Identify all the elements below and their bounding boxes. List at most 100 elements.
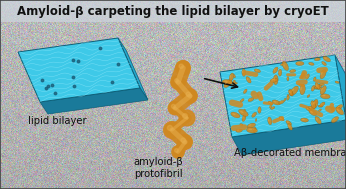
Ellipse shape — [254, 69, 261, 73]
Ellipse shape — [278, 69, 282, 76]
Ellipse shape — [244, 109, 245, 112]
Ellipse shape — [309, 62, 314, 65]
Ellipse shape — [306, 74, 309, 79]
Ellipse shape — [287, 94, 289, 98]
Ellipse shape — [291, 88, 294, 91]
Ellipse shape — [291, 70, 293, 71]
Ellipse shape — [307, 95, 310, 98]
Ellipse shape — [231, 112, 240, 118]
Ellipse shape — [282, 61, 289, 70]
Ellipse shape — [316, 118, 318, 121]
Ellipse shape — [312, 87, 313, 89]
Ellipse shape — [287, 122, 289, 123]
Ellipse shape — [286, 95, 290, 100]
Ellipse shape — [270, 105, 272, 108]
Ellipse shape — [337, 109, 339, 112]
Ellipse shape — [291, 86, 298, 95]
Ellipse shape — [255, 70, 257, 71]
Ellipse shape — [274, 77, 275, 81]
Ellipse shape — [289, 91, 290, 93]
Ellipse shape — [321, 72, 322, 75]
Ellipse shape — [306, 107, 311, 111]
Circle shape — [172, 76, 184, 88]
Ellipse shape — [322, 61, 326, 66]
Ellipse shape — [320, 102, 325, 107]
Text: lipid bilayer: lipid bilayer — [28, 116, 86, 126]
Ellipse shape — [336, 81, 337, 82]
Ellipse shape — [321, 103, 322, 105]
Ellipse shape — [271, 107, 273, 108]
Ellipse shape — [314, 87, 319, 89]
Text: Aβ-decorated membrane: Aβ-decorated membrane — [234, 148, 346, 158]
Ellipse shape — [311, 103, 313, 105]
Polygon shape — [232, 120, 346, 155]
Ellipse shape — [306, 75, 307, 77]
Ellipse shape — [313, 78, 315, 80]
Ellipse shape — [310, 111, 313, 113]
Ellipse shape — [323, 56, 330, 62]
Ellipse shape — [313, 99, 318, 108]
Ellipse shape — [288, 124, 292, 130]
Ellipse shape — [313, 77, 316, 81]
Ellipse shape — [318, 105, 322, 107]
Ellipse shape — [240, 124, 243, 125]
Ellipse shape — [230, 75, 231, 78]
Ellipse shape — [240, 99, 244, 102]
Ellipse shape — [337, 106, 339, 108]
Ellipse shape — [246, 127, 257, 133]
Ellipse shape — [281, 64, 282, 65]
Ellipse shape — [258, 108, 259, 111]
Polygon shape — [40, 88, 148, 114]
Ellipse shape — [270, 78, 277, 82]
Ellipse shape — [224, 81, 228, 82]
Ellipse shape — [287, 77, 289, 81]
Ellipse shape — [319, 105, 320, 106]
Ellipse shape — [316, 86, 318, 87]
Ellipse shape — [225, 81, 228, 84]
Ellipse shape — [252, 112, 256, 117]
Ellipse shape — [336, 107, 344, 115]
Circle shape — [181, 138, 185, 142]
Ellipse shape — [281, 64, 284, 66]
Ellipse shape — [315, 58, 320, 61]
Ellipse shape — [313, 102, 315, 104]
Ellipse shape — [268, 117, 272, 125]
Ellipse shape — [319, 83, 324, 86]
Ellipse shape — [255, 119, 257, 122]
Ellipse shape — [232, 113, 236, 115]
Ellipse shape — [284, 98, 286, 101]
Ellipse shape — [318, 109, 321, 112]
Ellipse shape — [248, 98, 254, 102]
Ellipse shape — [301, 118, 308, 122]
Ellipse shape — [247, 123, 255, 128]
Circle shape — [169, 101, 182, 115]
Ellipse shape — [315, 87, 317, 88]
Ellipse shape — [279, 100, 284, 104]
Ellipse shape — [258, 107, 261, 113]
Ellipse shape — [289, 90, 293, 96]
Ellipse shape — [242, 69, 246, 76]
Ellipse shape — [249, 98, 251, 100]
Ellipse shape — [236, 129, 242, 132]
Ellipse shape — [270, 106, 271, 107]
Text: amyloid-β
protofibril: amyloid-β protofibril — [133, 157, 183, 179]
Ellipse shape — [309, 107, 311, 108]
Ellipse shape — [311, 85, 315, 91]
Bar — [0, 0, 346, 22]
Ellipse shape — [284, 99, 285, 100]
Ellipse shape — [273, 101, 276, 103]
Ellipse shape — [224, 80, 232, 88]
Ellipse shape — [273, 67, 278, 73]
Circle shape — [172, 146, 184, 158]
Ellipse shape — [241, 99, 242, 101]
Ellipse shape — [279, 117, 284, 121]
Ellipse shape — [246, 77, 251, 83]
Ellipse shape — [322, 95, 326, 96]
Ellipse shape — [316, 58, 318, 59]
Ellipse shape — [289, 91, 291, 94]
Ellipse shape — [321, 88, 323, 91]
Ellipse shape — [333, 118, 335, 120]
Ellipse shape — [273, 75, 278, 85]
Ellipse shape — [297, 62, 300, 64]
Ellipse shape — [331, 117, 339, 123]
